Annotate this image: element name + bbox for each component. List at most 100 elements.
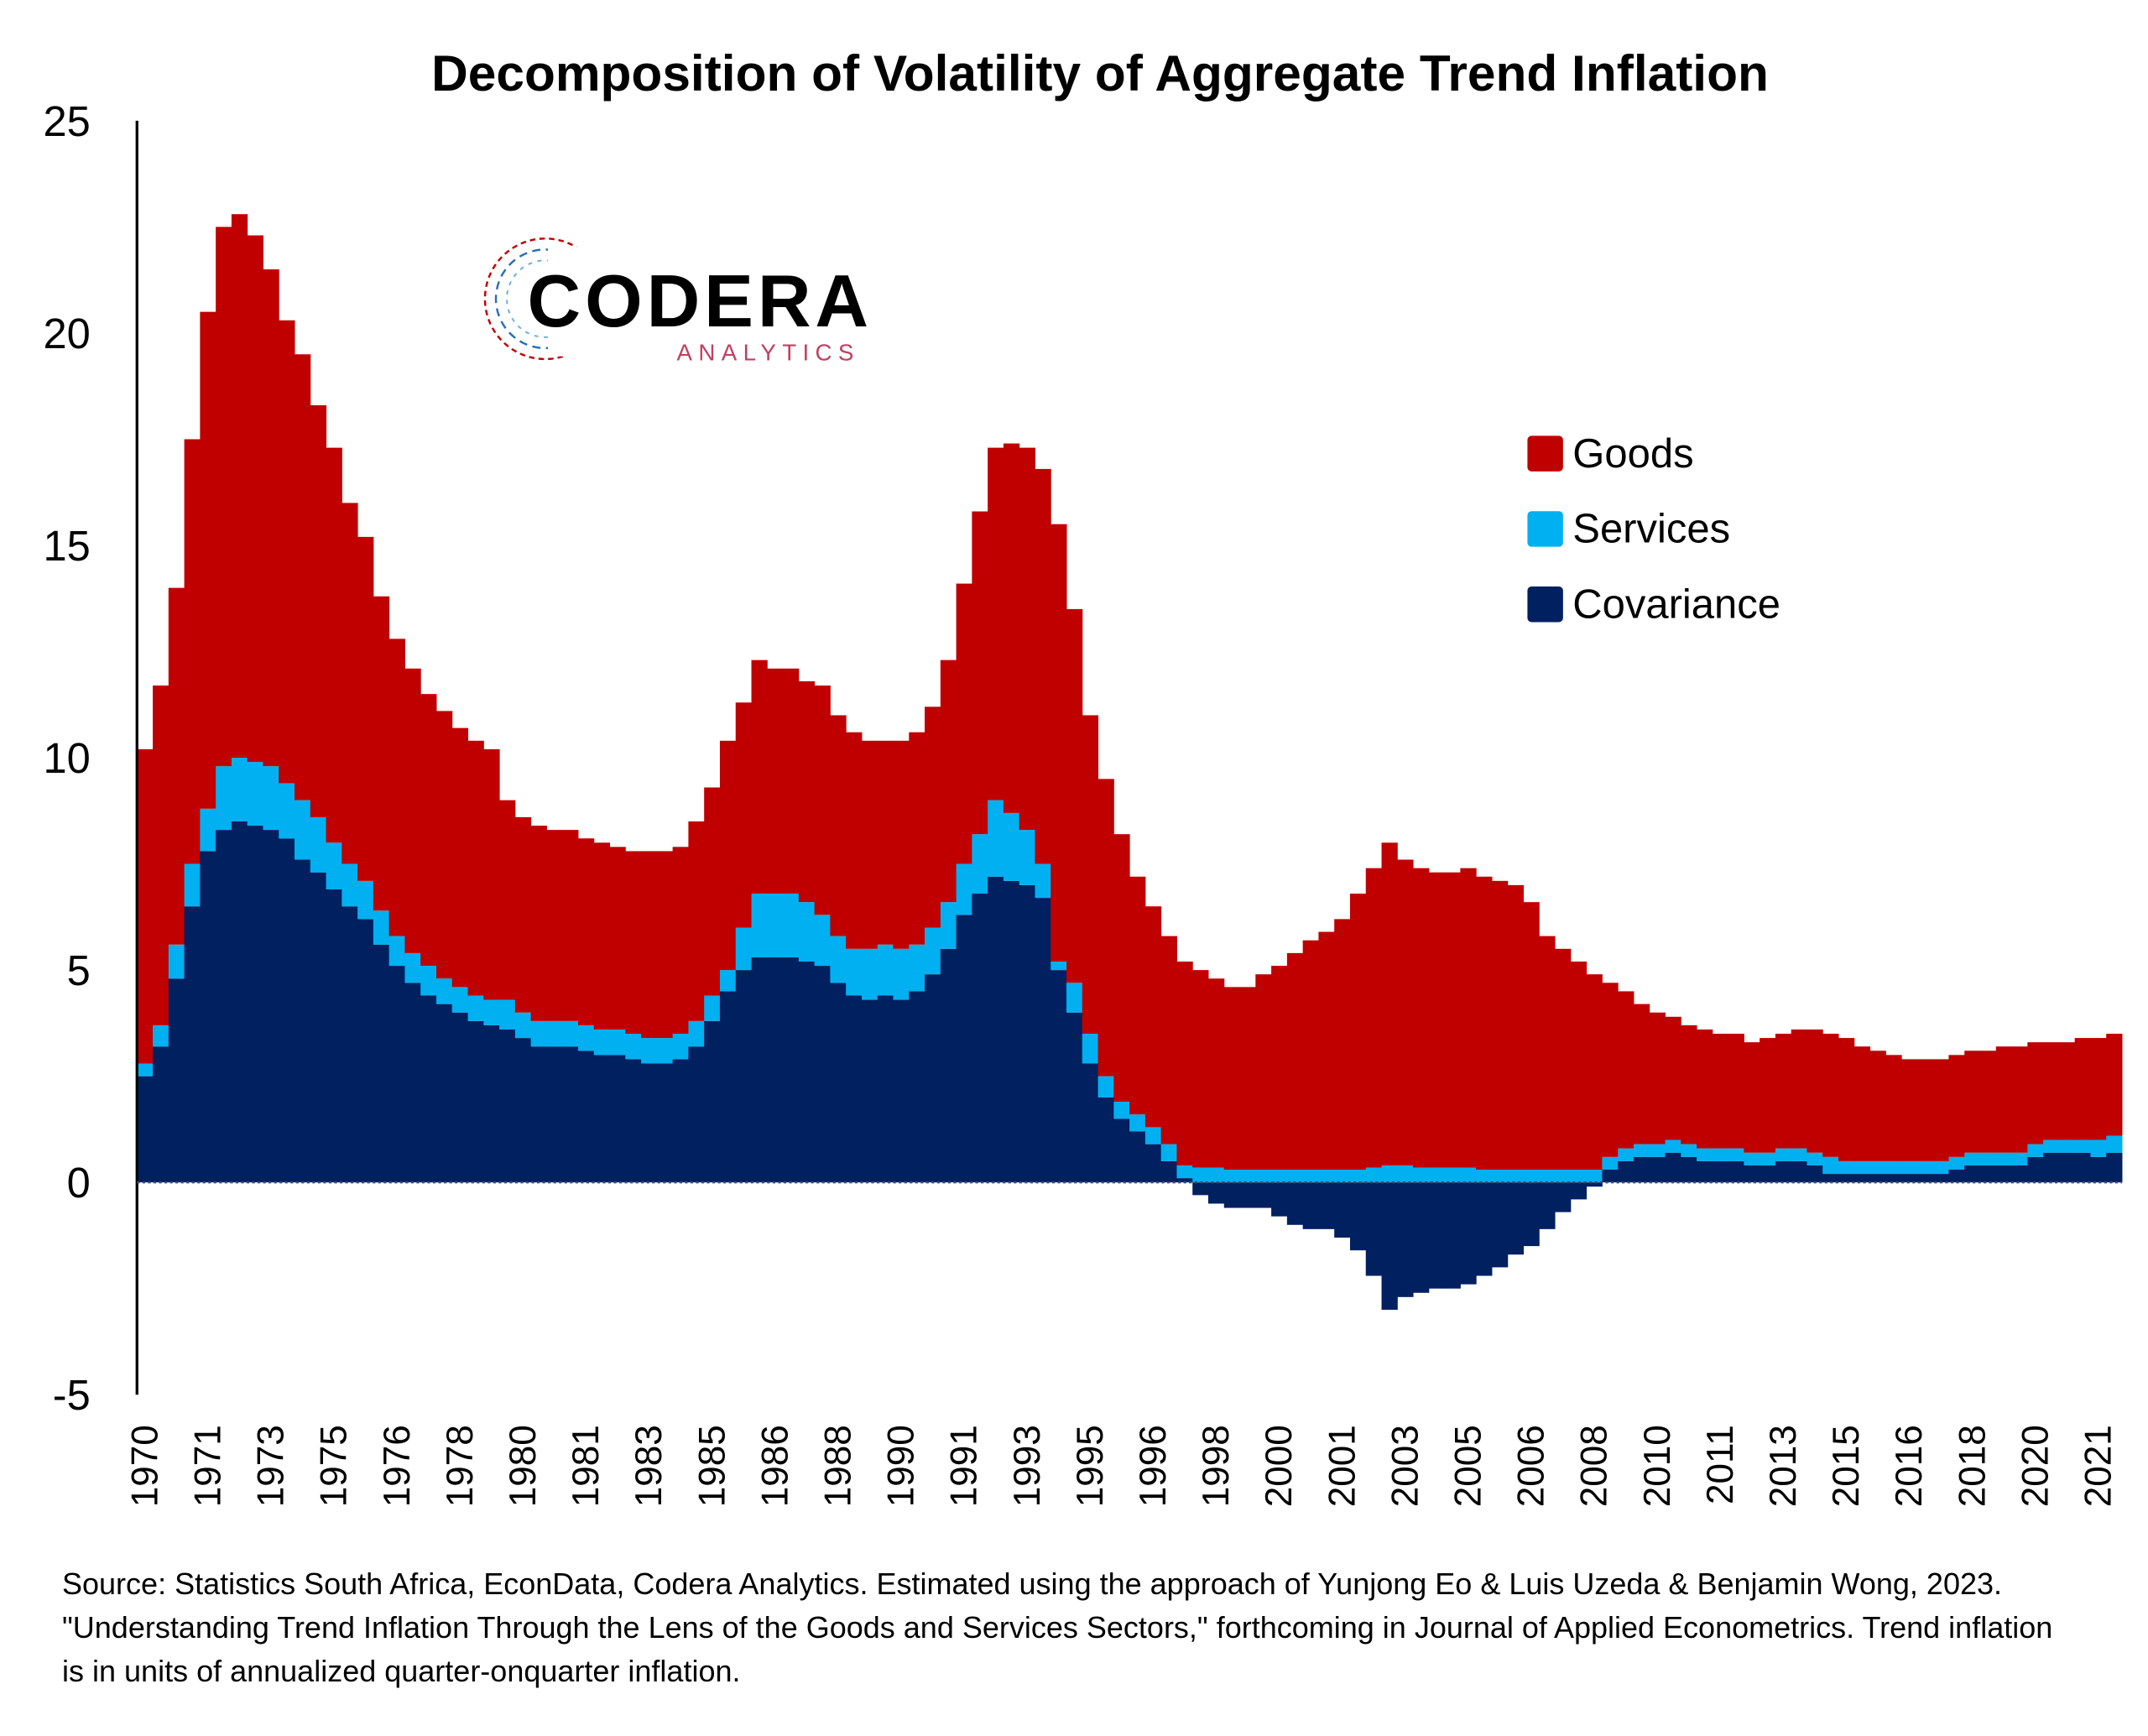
bar-segment xyxy=(546,1020,563,1047)
bar-segment xyxy=(231,214,248,759)
bar-segment xyxy=(1586,1170,1603,1183)
bar-segment xyxy=(1035,898,1051,1183)
bar-segment xyxy=(1980,1152,1997,1165)
bar-segment xyxy=(767,668,784,894)
x-tick-label: 2018 xyxy=(1952,1425,1993,1507)
source-note: Source: Statistics South Africa, EconDat… xyxy=(62,1567,2053,1688)
bar-segment xyxy=(467,995,484,1021)
bar-segment xyxy=(279,320,295,784)
bar-segment xyxy=(1413,1167,1430,1183)
bar-segment xyxy=(1869,1050,1886,1161)
bar-segment xyxy=(1507,1170,1525,1183)
bar-segment xyxy=(499,800,516,1000)
bar-segment xyxy=(137,1076,154,1183)
bar-segment xyxy=(1318,1170,1335,1183)
bar-segment xyxy=(1397,1182,1414,1297)
bar-segment xyxy=(735,970,752,1183)
bar-segment xyxy=(451,1012,469,1183)
x-tick-label: 1991 xyxy=(944,1425,985,1507)
x-tick-label: 1996 xyxy=(1133,1425,1174,1507)
bar-segment xyxy=(1932,1160,1949,1175)
bar-segment xyxy=(1035,863,1051,899)
bar-segment xyxy=(925,927,941,975)
bar-segment xyxy=(783,957,800,1183)
bar-segment xyxy=(1744,1042,1760,1153)
bar-segment xyxy=(1460,1167,1477,1183)
x-tick-label: 1990 xyxy=(881,1425,922,1507)
bar-segment xyxy=(1712,1160,1729,1183)
bar-segment xyxy=(2058,1042,2076,1140)
bar-segment xyxy=(1428,1182,1446,1289)
bar-segment xyxy=(1964,1050,1981,1153)
bar-segment xyxy=(404,668,421,953)
bar-segment xyxy=(1570,962,1588,1170)
bar-segment xyxy=(1066,608,1083,983)
bar-segment xyxy=(1822,1034,1839,1157)
bar-segment xyxy=(1822,1156,1839,1175)
bar-segment xyxy=(704,787,721,996)
bar-segment xyxy=(1113,834,1130,1103)
bar-segment xyxy=(1476,1182,1493,1276)
x-tick-label: 2016 xyxy=(1889,1425,1930,1507)
bar-segment xyxy=(1885,1055,1902,1161)
bar-segment xyxy=(1428,872,1446,1168)
logo-subtitle: ANALYTICS xyxy=(677,340,860,366)
bar-segment xyxy=(1160,1160,1177,1183)
bar-segment xyxy=(1397,859,1414,1165)
bar-segment xyxy=(1964,1152,1981,1165)
bar-segment xyxy=(609,847,626,1030)
bar-segment xyxy=(1082,1034,1099,1064)
bar-segment xyxy=(1791,1148,1807,1161)
bar-segment xyxy=(798,962,816,1183)
bar-segment xyxy=(1712,1148,1729,1161)
bar-segment xyxy=(247,235,263,763)
bar-segment xyxy=(577,1024,595,1051)
bar-segment xyxy=(798,902,816,962)
bar-segment xyxy=(1618,1160,1634,1183)
y-tick-label: 0 xyxy=(67,1159,91,1207)
bar-segment xyxy=(1255,1170,1272,1183)
bar-segment xyxy=(609,1029,626,1056)
bar-segment xyxy=(1476,1170,1493,1183)
bar-segment xyxy=(247,826,263,1183)
bar-segment xyxy=(577,838,595,1025)
x-tick-label: 2013 xyxy=(1763,1425,1804,1507)
bar-segment xyxy=(625,1034,642,1060)
bar-segment xyxy=(2058,1152,2076,1183)
logo-name: CODERA xyxy=(528,259,873,342)
bar-segment xyxy=(1633,1144,1650,1157)
bar-segment xyxy=(2011,1046,2028,1153)
bar-segment xyxy=(1003,443,1020,813)
bar-segment xyxy=(530,1046,547,1183)
bar-segment xyxy=(530,1020,547,1047)
bar-segment xyxy=(1901,1174,1918,1183)
bar-segment xyxy=(1697,1148,1713,1161)
bar-segment xyxy=(2043,1152,2060,1183)
bar-segment xyxy=(1129,1131,1146,1183)
bar-segment xyxy=(388,936,405,967)
bar-segment xyxy=(1334,1170,1351,1183)
bar-segment xyxy=(1728,1160,1744,1183)
bar-segment xyxy=(2106,1135,2123,1153)
bar-segment xyxy=(1602,1156,1619,1170)
bar-segment xyxy=(341,863,358,907)
bar-segment xyxy=(1113,1118,1130,1183)
x-tick-label: 1973 xyxy=(251,1425,292,1507)
x-tick-label: 1981 xyxy=(566,1425,607,1507)
bar-segment xyxy=(767,957,784,1183)
bar-segment xyxy=(216,830,232,1183)
bar-segment xyxy=(404,983,421,1183)
bar-segment xyxy=(2074,1152,2091,1183)
bar-segment xyxy=(1775,1160,1792,1183)
bar-segment xyxy=(326,889,342,1183)
bar-segment xyxy=(1460,868,1477,1168)
bar-segment xyxy=(1681,1156,1697,1183)
bar-segment xyxy=(1239,987,1256,1170)
bar-segment xyxy=(988,876,1004,1183)
bar-segment xyxy=(168,978,185,1183)
bar-segment xyxy=(719,740,737,971)
bar-segment xyxy=(846,995,863,1183)
bar-segment xyxy=(483,1024,500,1183)
bar-segment xyxy=(231,821,248,1183)
x-tick-label: 1971 xyxy=(187,1425,228,1507)
